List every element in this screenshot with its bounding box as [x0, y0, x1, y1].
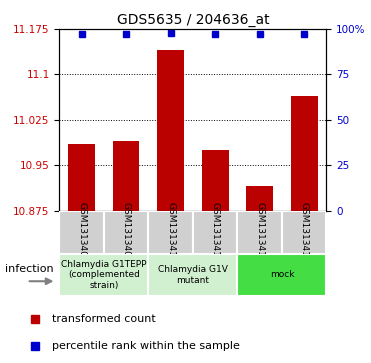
FancyBboxPatch shape	[59, 211, 104, 254]
Text: transformed count: transformed count	[52, 314, 156, 323]
Text: infection: infection	[5, 264, 53, 274]
Text: GSM1313408: GSM1313408	[77, 202, 86, 263]
Bar	[291, 95, 318, 211]
Text: GSM1313410: GSM1313410	[166, 202, 175, 263]
Text: GSM1313412: GSM1313412	[255, 202, 264, 262]
Bar	[68, 144, 95, 211]
Text: mock: mock	[270, 270, 294, 280]
Bar	[202, 150, 229, 211]
Text: GSM1313413: GSM1313413	[300, 202, 309, 263]
FancyBboxPatch shape	[193, 211, 237, 254]
Text: percentile rank within the sample: percentile rank within the sample	[52, 341, 240, 351]
Bar	[157, 50, 184, 211]
FancyBboxPatch shape	[282, 211, 326, 254]
Title: GDS5635 / 204636_at: GDS5635 / 204636_at	[116, 13, 269, 26]
Bar	[113, 141, 139, 211]
FancyBboxPatch shape	[148, 254, 237, 296]
FancyBboxPatch shape	[104, 211, 148, 254]
Bar	[246, 186, 273, 211]
FancyBboxPatch shape	[148, 211, 193, 254]
Text: GSM1313409: GSM1313409	[122, 202, 131, 263]
Text: GSM1313411: GSM1313411	[211, 202, 220, 263]
Text: Chlamydia G1V
mutant: Chlamydia G1V mutant	[158, 265, 228, 285]
FancyBboxPatch shape	[237, 254, 326, 296]
FancyBboxPatch shape	[59, 254, 148, 296]
FancyBboxPatch shape	[237, 211, 282, 254]
Text: Chlamydia G1TEPP
(complemented
strain): Chlamydia G1TEPP (complemented strain)	[61, 260, 147, 290]
